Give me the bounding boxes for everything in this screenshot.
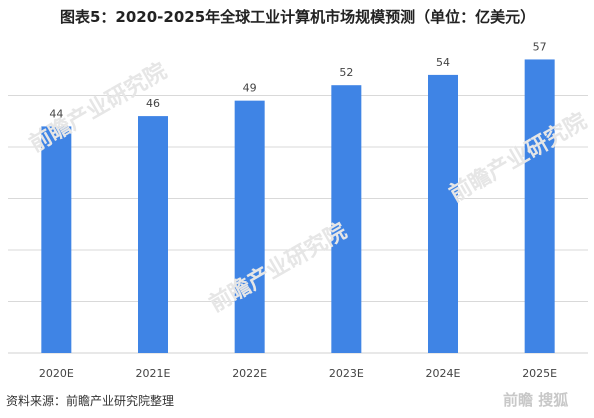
x-tick-label: 2025E [522, 367, 557, 380]
bar-2023E [331, 85, 362, 353]
data-label: 49 [243, 82, 257, 95]
x-tick-label: 2023E [329, 367, 364, 380]
bar-2022E [234, 100, 265, 354]
x-tick-label: 2021E [136, 367, 171, 380]
bar-2024E [428, 74, 458, 354]
bar-2020E [41, 126, 72, 354]
x-tick-label: 2022E [232, 367, 267, 380]
data-label: 44 [49, 107, 63, 120]
x-tick-label: 2024E [426, 367, 461, 380]
source-note: 资料来源：前瞻产业研究院整理 [6, 394, 175, 408]
corner-watermark: 前瞻 搜狐 [503, 391, 569, 409]
bar-chart: 44 2020E 46 2021E 49 2022E 52 2023E 54 2024E 57 202… [8, 40, 588, 380]
chart-title: 图表5：2020-2025年全球工业计算机市场规模预测（单位：亿美元） [60, 8, 536, 26]
bar-2021E [138, 116, 168, 353]
data-label: 46 [146, 97, 160, 110]
data-label: 52 [339, 66, 353, 79]
data-label: 54 [436, 56, 450, 69]
x-tick-label: 2020E [39, 367, 74, 380]
bar-2025E [524, 59, 555, 353]
data-label: 57 [533, 40, 547, 53]
